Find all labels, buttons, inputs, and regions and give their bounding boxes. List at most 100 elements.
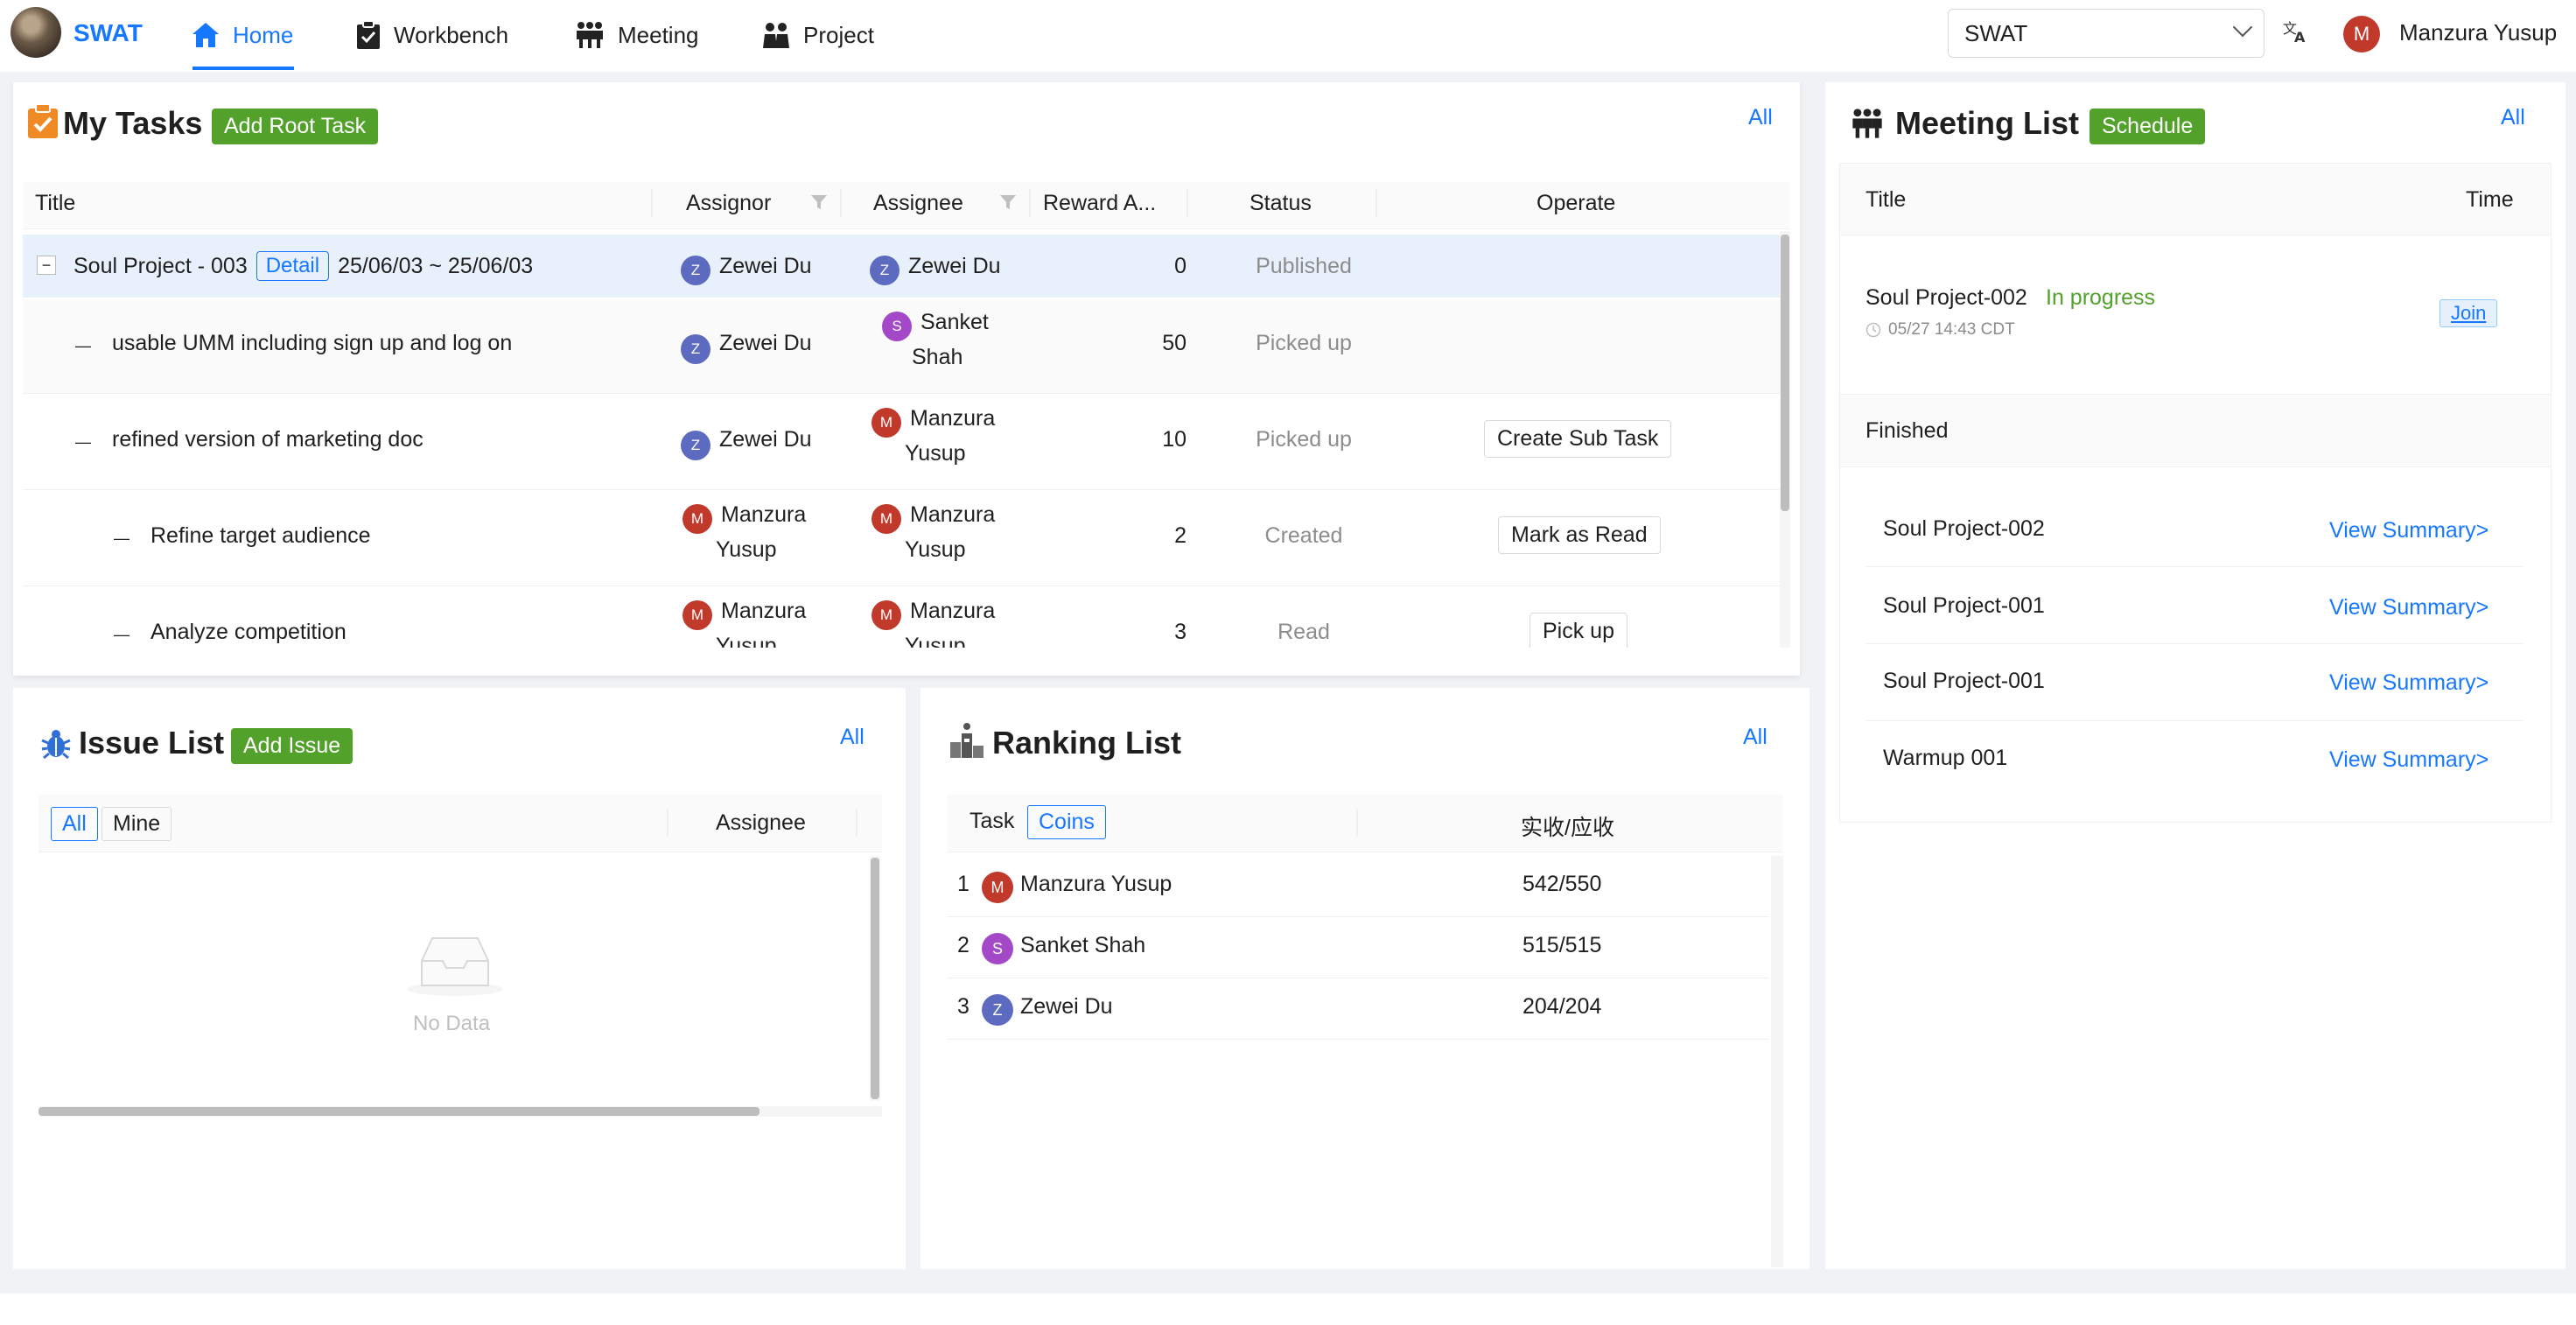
footer-bar: [0, 1293, 2576, 1325]
task-title: Refine target audience: [150, 523, 371, 548]
mark-as-read-button[interactable]: Mark as Read: [1498, 516, 1661, 554]
user-avatar[interactable]: M: [2343, 16, 2380, 53]
view-summary-link[interactable]: View Summary>: [2329, 595, 2489, 620]
col-title: Title: [35, 191, 76, 215]
view-summary-link[interactable]: View Summary>: [2329, 670, 2489, 695]
assignee-name-line2: Yusup: [905, 537, 966, 562]
brand-name[interactable]: SWAT: [74, 19, 143, 46]
nav-home[interactable]: Home: [191, 18, 293, 53]
tasks-scrollbar-thumb[interactable]: [1781, 235, 1789, 511]
tasks-table-body: − Soul Project - 003 Detail 25/06/03 ~ 2…: [23, 231, 1790, 648]
clock-icon: [1866, 322, 1881, 338]
assignor-name-line2: Yusup: [716, 537, 777, 562]
meeting-table: [1839, 163, 2552, 823]
project-select[interactable]: SWAT: [1948, 9, 2264, 58]
issues-scrollbar-h-thumb[interactable]: [38, 1107, 760, 1116]
nav-project[interactable]: Project: [761, 18, 874, 53]
filter-mine-tab[interactable]: Mine: [102, 807, 172, 841]
collapse-icon[interactable]: —: [114, 625, 130, 643]
avatar: Z: [982, 994, 1013, 1026]
col-divider: [1186, 189, 1188, 217]
avatar: Z: [681, 256, 710, 285]
add-root-task-button[interactable]: Add Root Task: [212, 109, 379, 144]
col-assignee: Assignee: [873, 191, 963, 215]
add-issue-button[interactable]: Add Issue: [231, 728, 354, 764]
issues-all-link[interactable]: All: [840, 725, 864, 749]
finished-meeting-name: Soul Project-001: [1883, 593, 2045, 618]
assignor-name-line1: Manzura: [721, 502, 807, 527]
ranking-list-card: [920, 688, 1810, 1269]
assignor-name-line1: Manzura: [721, 599, 807, 623]
nav-project-label: Project: [803, 21, 874, 48]
project-icon: [763, 23, 789, 48]
filter-icon[interactable]: [999, 194, 1017, 214]
rank-number: 1: [957, 872, 970, 896]
finished-label: Finished: [1866, 418, 1949, 443]
collapse-icon[interactable]: —: [75, 336, 91, 354]
user-name[interactable]: Manzura Yusup: [2399, 19, 2558, 46]
join-button[interactable]: Join: [2440, 299, 2498, 327]
detail-button[interactable]: Detail: [256, 251, 330, 281]
tasks-clipboard-icon: [26, 103, 60, 144]
schedule-button[interactable]: Schedule: [2090, 109, 2206, 144]
rank-name: Zewei Du: [1020, 994, 1113, 1019]
table-row: [947, 978, 1769, 1040]
issues-table-header: [38, 795, 882, 852]
task-title: usable UMM including sign up and log on: [112, 331, 513, 355]
home-icon: [192, 23, 219, 47]
ranking-coins-tab[interactable]: Coins: [1027, 805, 1106, 839]
nav-home-label: Home: [233, 21, 294, 48]
ranking-task-tab[interactable]: Task: [970, 809, 1015, 833]
ranking-scrollbar-track[interactable]: [1771, 856, 1783, 1267]
collapse-icon[interactable]: —: [114, 529, 130, 547]
tasks-all-link[interactable]: All: [1748, 105, 1773, 130]
status-text: Read: [1278, 620, 1330, 644]
bug-icon: [38, 726, 74, 766]
col-divider: [1356, 809, 1358, 837]
task-title-cell: Soul Project - 003 Detail 25/06/03 ~ 25/…: [74, 250, 533, 282]
current-meeting-time-text: 05/27 14:43 CDT: [1888, 320, 2015, 339]
assignee-name-line1: Sanket: [920, 310, 989, 334]
nav-workbench[interactable]: Workbench: [355, 18, 508, 53]
create-sub-task-button[interactable]: Create Sub Task: [1484, 420, 1672, 458]
avatar: S: [882, 312, 912, 341]
col-divider: [1376, 189, 1377, 217]
meeting-col-title: Title: [1866, 187, 1907, 212]
avatar: S: [982, 933, 1013, 964]
rank-number: 2: [957, 933, 970, 957]
nav-meeting[interactable]: Meeting: [574, 18, 699, 53]
issues-scrollbar-v-thumb[interactable]: [871, 858, 879, 1099]
col-divider: [651, 189, 653, 217]
assignor-name-line2: Yusup: [716, 634, 777, 648]
table-row[interactable]: [23, 492, 1780, 586]
collapse-icon[interactable]: —: [75, 432, 91, 451]
current-meeting-time: 05/27 14:43 CDT: [1866, 320, 2015, 340]
list-item: [1866, 567, 2524, 644]
filter-all-tab[interactable]: All: [51, 807, 98, 841]
logo-image[interactable]: [10, 7, 61, 58]
finished-meeting-name: Soul Project-001: [1883, 669, 2045, 693]
ranking-table-header: [947, 795, 1783, 852]
current-meeting-name: Soul Project-002: [1866, 285, 2027, 310]
status-text: Picked up: [1256, 427, 1352, 452]
reward-value: 0: [1174, 254, 1186, 278]
avatar: M: [872, 504, 901, 534]
avatar: M: [682, 504, 712, 534]
assignor-name: Zewei Du: [719, 331, 812, 355]
collapse-icon[interactable]: −: [37, 256, 56, 275]
table-row[interactable]: [23, 235, 1780, 298]
ranking-all-link[interactable]: All: [1743, 725, 1768, 749]
list-item: [1866, 490, 2524, 567]
col-divider: [856, 809, 858, 837]
avatar: Z: [870, 256, 900, 285]
view-summary-link[interactable]: View Summary>: [2329, 747, 2489, 772]
table-row[interactable]: [23, 396, 1780, 490]
table-row: [947, 856, 1769, 917]
col-status: Status: [1250, 191, 1312, 215]
pick-up-button[interactable]: Pick up: [1530, 613, 1628, 648]
meetings-all-link[interactable]: All: [2501, 105, 2525, 130]
view-summary-link[interactable]: View Summary>: [2329, 518, 2489, 543]
avatar: Z: [681, 431, 710, 460]
filter-icon[interactable]: [810, 194, 828, 214]
